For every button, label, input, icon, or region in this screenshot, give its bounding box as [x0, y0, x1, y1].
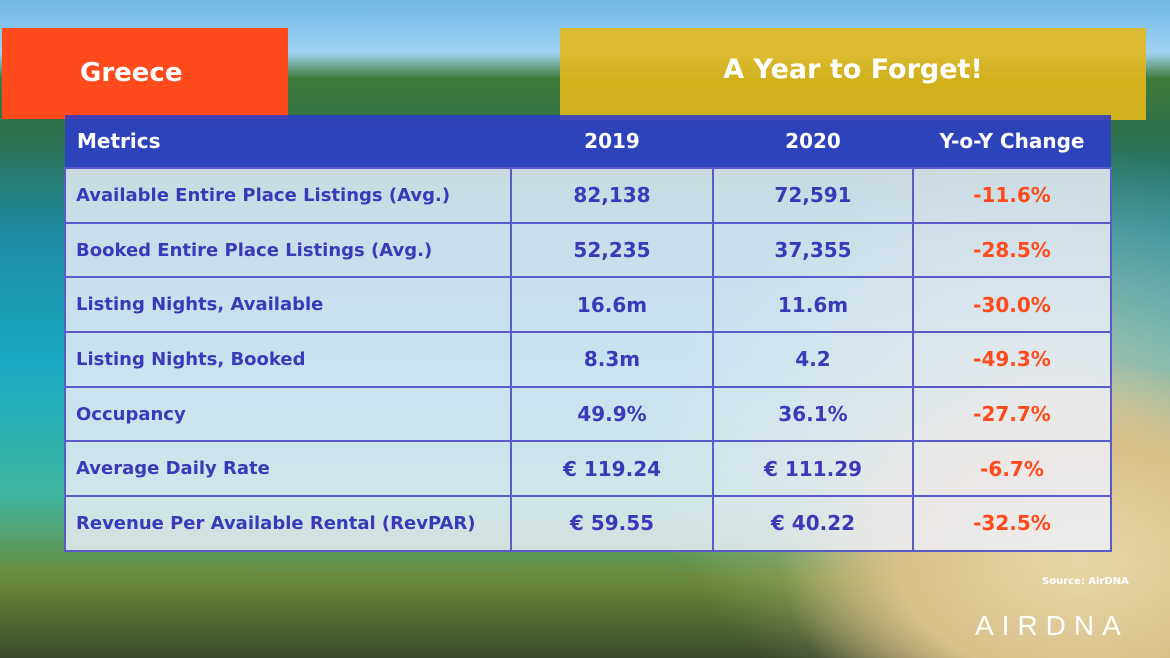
value-2020: € 40.22	[712, 495, 914, 552]
table-row: Average Daily Rate € 119.24 € 111.29 -6.7%	[64, 440, 1112, 498]
yoy-change: -32.5%	[912, 495, 1112, 552]
table-row: Booked Entire Place Listings (Avg.) 52,23…	[64, 221, 1112, 279]
table-row: Listing Nights, Available 16.6m 11.6m -30.0…	[64, 276, 1112, 334]
header-2019: 2019	[511, 115, 713, 168]
yoy-change: -30.0%	[912, 276, 1112, 334]
metric: Revenue Per Available Rental (RevPAR)	[64, 495, 512, 552]
value-2020: 72,591	[712, 167, 914, 224]
yoy-change: -49.3%	[912, 331, 1112, 388]
table-row: Occupancy 49.9% 36.1% -27.7%	[64, 385, 1112, 443]
header-2020: 2020	[713, 115, 913, 168]
table-row: Available Entire Place Listings (Avg.) 82…	[64, 167, 1112, 224]
slide-title: A Year to Forget!	[560, 28, 1146, 120]
yoy-change: -27.7%	[912, 385, 1112, 443]
table-row: Listing Nights, Booked 8.3m 4.2 -49.3%	[64, 331, 1112, 388]
metrics-table: Metrics 2019 2020 Y-o-Y Change Available…	[64, 115, 1112, 552]
yoy-change: -11.6%	[912, 167, 1112, 224]
header-yoy: Y-o-Y Change	[913, 115, 1111, 168]
metric: Booked Entire Place Listings (Avg.)	[64, 221, 512, 279]
value-2020: 36.1%	[712, 385, 914, 443]
value-2020: 11.6m	[712, 276, 914, 334]
metric: Average Daily Rate	[64, 440, 512, 498]
value-2020: 37,355	[712, 221, 914, 279]
table-header-row: Metrics 2019 2020 Y-o-Y Change	[65, 115, 1111, 168]
value-2019: 82,138	[510, 167, 714, 224]
airdna-logo: AIRDNA	[975, 610, 1129, 641]
value-2019: 52,235	[510, 221, 714, 279]
value-2019: 8.3m	[510, 331, 714, 388]
yoy-change: -6.7%	[912, 440, 1112, 498]
metric: Occupancy	[64, 385, 512, 443]
yoy-change: -28.5%	[912, 221, 1112, 279]
value-2019: 49.9%	[510, 385, 714, 443]
table-row: Revenue Per Available Rental (RevPAR) € 5…	[64, 495, 1112, 552]
country-label: Greece	[2, 28, 288, 119]
source-note: Source: AirDNA	[1042, 576, 1129, 587]
metric: Listing Nights, Available	[64, 276, 512, 334]
value-2019: 16.6m	[510, 276, 714, 334]
value-2019: € 59.55	[510, 495, 714, 552]
header-metrics: Metrics	[65, 115, 511, 168]
value-2020: € 111.29	[712, 440, 914, 498]
value-2019: € 119.24	[510, 440, 714, 498]
value-2020: 4.2	[712, 331, 914, 388]
metric: Available Entire Place Listings (Avg.)	[64, 167, 512, 224]
metric: Listing Nights, Booked	[64, 331, 512, 388]
